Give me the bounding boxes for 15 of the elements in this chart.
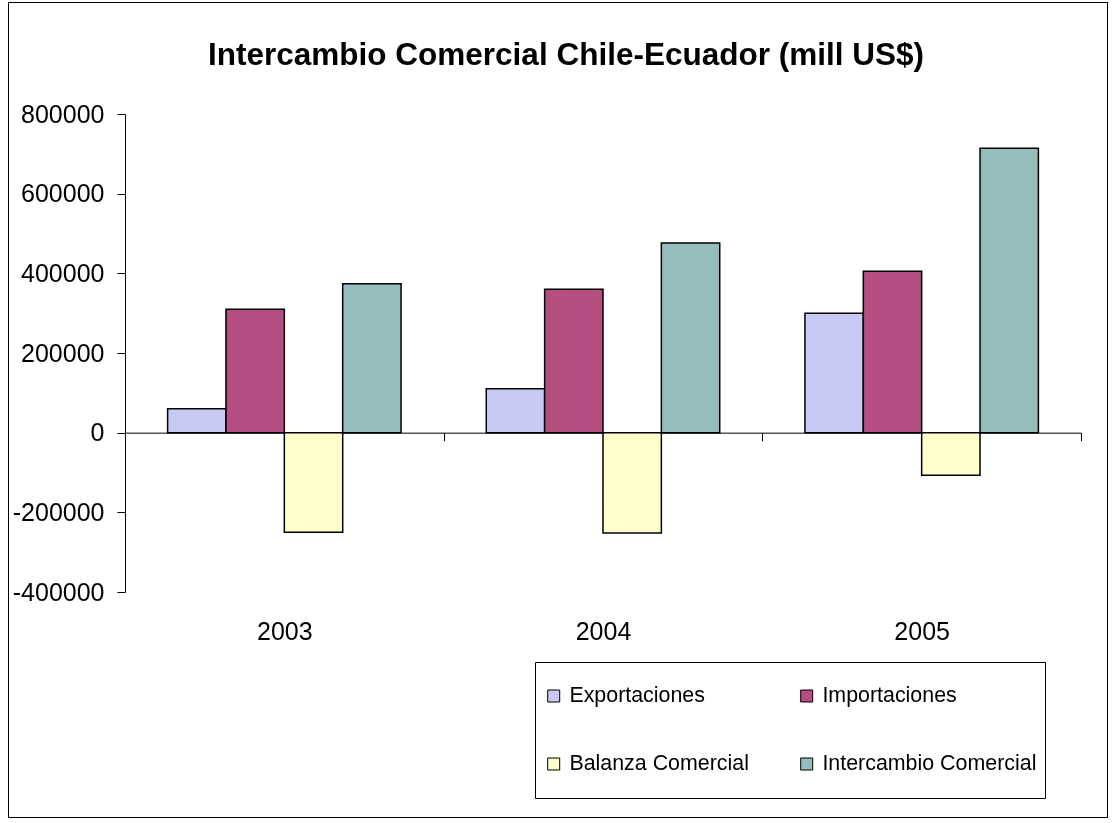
y-tick-label: -200000 — [12, 497, 105, 526]
y-tick-label: 200000 — [21, 338, 105, 367]
y-tick-label: 0 — [90, 418, 105, 447]
legend-label: Importaciones — [822, 683, 957, 707]
chart-title: Intercambio Comercial Chile-Ecuador (mill US$) — [208, 35, 924, 73]
x-tick-label: 2004 — [575, 616, 632, 645]
y-tick-label: 800000 — [21, 99, 105, 128]
y-tick-label: -400000 — [12, 577, 105, 606]
y-tick-label: 600000 — [21, 179, 105, 208]
legend-label: Balanza Comercial — [569, 751, 749, 775]
legend-label: Intercambio Comercial — [822, 751, 1037, 775]
y-tick-label: 400000 — [21, 258, 105, 287]
x-tick-label: 2003 — [257, 616, 313, 645]
legend-label: Exportaciones — [569, 683, 705, 707]
x-tick-label: 2005 — [894, 616, 950, 645]
